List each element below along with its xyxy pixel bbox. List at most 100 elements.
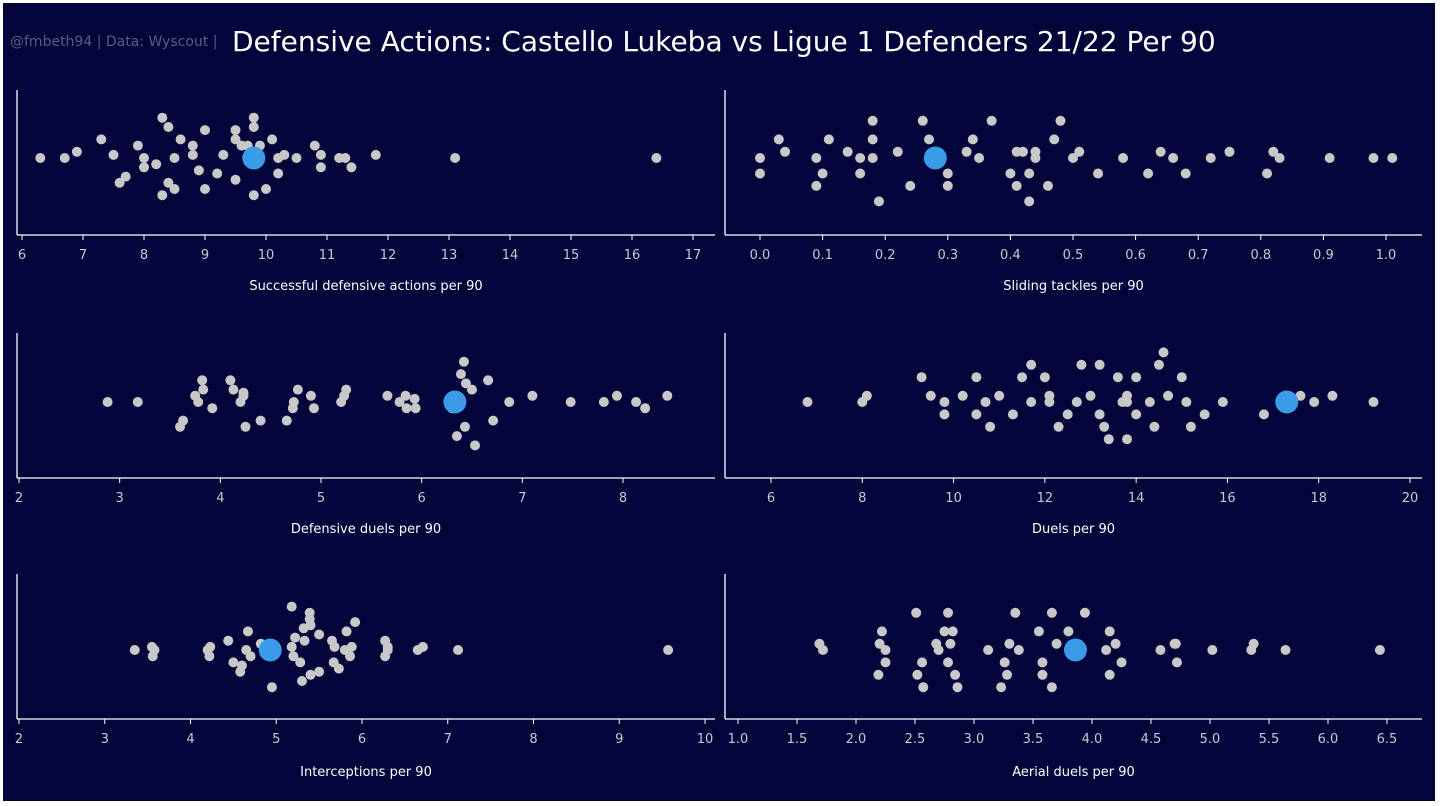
data-point — [401, 403, 412, 414]
x-tick-label: 0.2 — [875, 248, 896, 263]
data-point — [802, 397, 813, 407]
data-point — [460, 378, 471, 389]
data-point — [952, 682, 963, 693]
data-point — [1170, 638, 1181, 649]
data-point — [163, 177, 174, 188]
data-point — [467, 384, 477, 395]
data-point — [315, 162, 326, 173]
data-point — [773, 134, 784, 145]
data-point — [780, 146, 791, 157]
data-point — [817, 168, 828, 179]
data-point — [314, 629, 325, 640]
data-point — [139, 162, 149, 173]
data-point — [114, 177, 125, 188]
data-point — [957, 390, 968, 401]
data-point — [1181, 397, 1192, 407]
data-point — [1068, 153, 1078, 163]
data-point — [198, 384, 209, 395]
x-tick-label: 9 — [615, 732, 623, 747]
data-point — [1180, 168, 1191, 179]
x-tick-label: 6 — [18, 248, 26, 263]
data-point — [867, 115, 878, 126]
data-point — [986, 115, 997, 126]
data-point — [288, 397, 299, 407]
x-tick-label: 14 — [1128, 491, 1145, 506]
data-point — [400, 390, 411, 401]
data-point — [204, 651, 215, 662]
data-point — [305, 669, 316, 680]
data-point — [344, 651, 355, 662]
data-point — [96, 134, 107, 145]
data-point — [35, 153, 46, 163]
data-point — [1094, 409, 1105, 420]
data-point — [1131, 372, 1142, 383]
data-point — [1026, 359, 1037, 370]
data-point — [1207, 645, 1218, 655]
data-point — [187, 140, 198, 151]
data-point — [755, 153, 765, 163]
data-point — [273, 168, 284, 179]
x-tick-label: 5 — [317, 491, 325, 506]
x-tick-label: 7 — [444, 732, 452, 747]
data-point — [842, 146, 853, 157]
data-point — [1094, 359, 1105, 370]
data-point — [108, 149, 119, 160]
x-tick-label: 3 — [101, 732, 109, 747]
data-point — [1274, 153, 1285, 163]
data-point — [255, 415, 266, 426]
data-point — [1002, 669, 1013, 680]
data-point — [880, 657, 891, 668]
x-tick-label: 9 — [201, 248, 209, 263]
data-point — [867, 134, 878, 145]
data-point — [286, 641, 297, 652]
data-point — [453, 645, 464, 655]
data-point — [1149, 421, 1160, 432]
x-tick-label: 6.5 — [1377, 732, 1398, 747]
x-tick-label: 0.9 — [1313, 248, 1334, 263]
data-point — [1085, 390, 1096, 401]
data-point — [755, 168, 765, 179]
data-point — [409, 393, 420, 404]
data-point — [918, 682, 929, 693]
x-tick-label: 2 — [15, 732, 23, 747]
data-point — [1074, 146, 1085, 157]
data-point — [455, 369, 466, 380]
data-point — [912, 669, 923, 680]
data-point — [917, 657, 928, 668]
x-tick-label: 0.1 — [812, 248, 833, 263]
data-point — [527, 390, 538, 401]
data-point — [942, 180, 953, 191]
data-point — [483, 375, 494, 386]
data-point — [458, 356, 469, 367]
data-point — [933, 645, 944, 655]
data-point — [631, 397, 642, 407]
data-point — [267, 134, 278, 145]
data-point — [266, 682, 277, 693]
panel-3: 2 3 4 5 6 7 8 Defensive duels per 90 — [15, 333, 715, 537]
x-tick-label: 7 — [518, 491, 526, 506]
x-tick-label: 5.0 — [1200, 732, 1221, 747]
data-point — [305, 620, 316, 631]
data-point — [1010, 607, 1021, 618]
data-point — [291, 153, 302, 163]
data-point — [945, 638, 956, 649]
data-point — [470, 440, 481, 451]
x-tick-label: 12 — [380, 248, 397, 263]
data-point — [451, 431, 462, 442]
data-point — [1079, 607, 1090, 618]
x-tick-label: 2.5 — [905, 732, 926, 747]
data-point — [1122, 397, 1133, 407]
x-tick-label: 5 — [272, 732, 280, 747]
x-axis-label: Aerial duels per 90 — [1012, 765, 1135, 780]
data-point — [1324, 153, 1335, 163]
data-point — [292, 384, 303, 395]
data-point — [939, 397, 950, 407]
highlight-point — [443, 390, 467, 414]
x-tick-label: 14 — [502, 248, 519, 263]
data-point — [1017, 372, 1028, 383]
data-point — [974, 153, 985, 163]
data-point — [1110, 638, 1121, 649]
data-point — [939, 409, 950, 420]
data-point — [193, 397, 204, 407]
